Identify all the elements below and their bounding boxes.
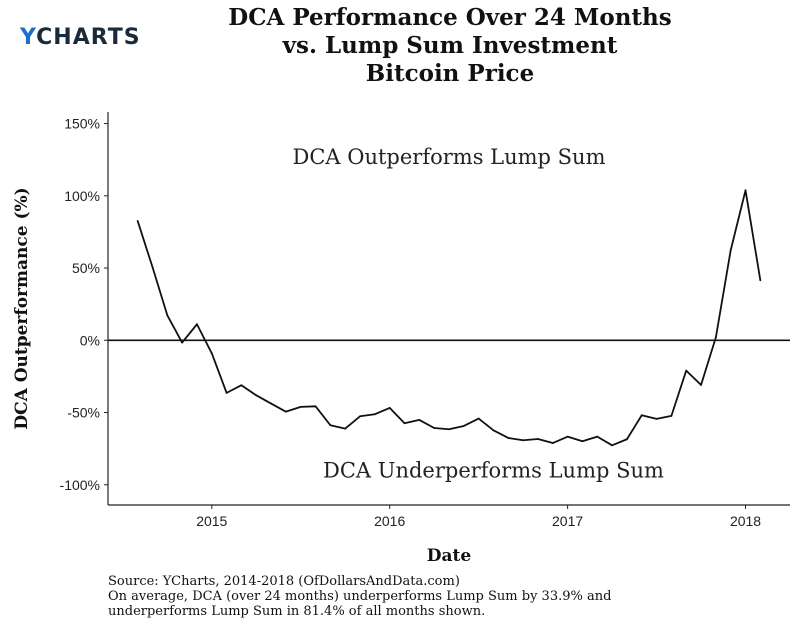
y-tick-label: 0% <box>80 332 100 348</box>
data-point <box>403 422 406 425</box>
data-point <box>299 405 302 408</box>
data-point <box>537 438 539 440</box>
x-tick-label: 2015 <box>196 513 227 529</box>
data-point <box>181 341 184 344</box>
x-axis-label: Date <box>427 546 472 566</box>
x-tick-label: 2017 <box>552 513 583 529</box>
data-point <box>166 314 169 317</box>
title-line-2: vs. Lump Sum Investment <box>282 32 618 59</box>
data-point <box>744 189 747 192</box>
logo-y: Y <box>20 25 37 50</box>
y-axis-label: DCA Outperformance (%) <box>12 187 32 429</box>
data-point <box>655 417 658 420</box>
data-point <box>448 428 450 431</box>
data-point <box>670 414 673 417</box>
data-point <box>285 410 287 413</box>
data-point <box>329 424 332 427</box>
data-point <box>729 249 732 252</box>
logo-text: CHARTS <box>36 25 141 50</box>
underperforms-annotation: DCA Underperforms Lump Sum <box>323 458 664 482</box>
data-point <box>581 440 584 443</box>
dca-outperformance-line <box>136 189 762 447</box>
data-point <box>611 444 613 447</box>
data-point <box>210 352 213 355</box>
data-point <box>136 220 139 222</box>
data-point <box>388 407 391 409</box>
data-point <box>626 438 628 441</box>
ycharts-logo: YCHARTS <box>20 25 141 50</box>
title-line-3: Bitcoin Price <box>365 60 535 87</box>
data-point <box>225 391 228 394</box>
data-point <box>700 384 702 386</box>
data-point <box>596 435 599 438</box>
title-line-1: DCA Performance Over 24 Months <box>228 4 672 31</box>
data-point <box>522 439 525 442</box>
data-point <box>492 429 495 432</box>
data-point <box>373 413 376 416</box>
data-point <box>477 417 480 420</box>
data-point <box>640 414 643 417</box>
data-point <box>551 442 554 444</box>
chart-title: DCA Performance Over 24 Months vs. Lump … <box>130 4 770 88</box>
y-tick-label: 100% <box>64 188 100 204</box>
data-point <box>255 394 258 397</box>
y-tick-label: 50% <box>72 260 100 276</box>
x-tick-label: 2016 <box>374 513 405 529</box>
y-tick-label: -50% <box>67 405 100 421</box>
data-point <box>507 437 510 439</box>
data-point <box>359 415 361 418</box>
data-point <box>433 427 436 429</box>
y-tick-label: -100% <box>60 477 100 493</box>
source-line-1: Source: YCharts, 2014-2018 (OfDollarsAnd… <box>108 574 460 589</box>
source-line-2: On average, DCA (over 24 months) underpe… <box>108 589 612 604</box>
data-point <box>714 336 717 339</box>
outperforms-annotation: DCA Outperforms Lump Sum <box>293 145 606 169</box>
y-tick-label: 150% <box>64 116 100 132</box>
data-point <box>418 418 421 421</box>
data-point <box>462 425 465 427</box>
data-point <box>270 402 272 405</box>
source-note: Source: YCharts, 2014-2018 (OfDollarsAnd… <box>108 574 611 619</box>
data-point <box>759 279 762 282</box>
x-tick-label: 2018 <box>730 513 761 529</box>
data-point <box>344 427 347 430</box>
data-point <box>151 266 154 268</box>
data-point <box>685 369 688 372</box>
source-line-3: underperforms Lump Sum in 81.4% of all m… <box>108 604 486 619</box>
data-point <box>314 405 317 408</box>
data-point <box>196 323 198 326</box>
data-point <box>566 435 569 438</box>
data-point <box>240 384 243 387</box>
